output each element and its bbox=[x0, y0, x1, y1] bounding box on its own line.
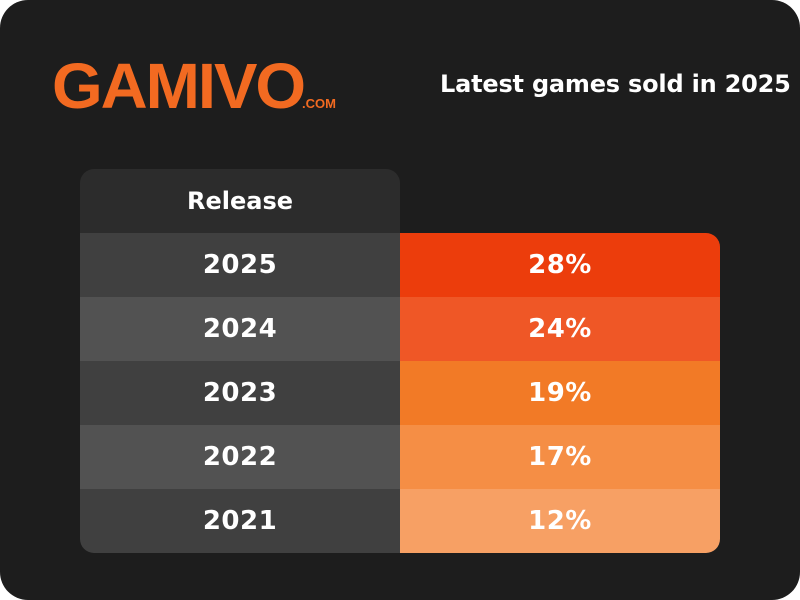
share-cell: 17% bbox=[400, 425, 720, 489]
table-row: 2023 19% bbox=[80, 361, 720, 425]
table-row: 2025 28% bbox=[80, 233, 720, 297]
release-year-cell: 2025 bbox=[80, 233, 400, 297]
page-title: Latest games sold in 2025 bbox=[440, 70, 791, 98]
table-row: 2022 17% bbox=[80, 425, 720, 489]
release-year-cell: 2024 bbox=[80, 297, 400, 361]
table-row: 2024 24% bbox=[80, 297, 720, 361]
release-year-cell: 2021 bbox=[80, 489, 400, 553]
share-cell: 28% bbox=[400, 233, 720, 297]
svg-text:GAMIVO: GAMIVO bbox=[52, 50, 304, 120]
table-row: 2021 12% bbox=[80, 489, 720, 553]
release-share-table: Release 2025 28% 2024 24% 2023 19% 2022 … bbox=[80, 169, 720, 553]
share-cell: 12% bbox=[400, 489, 720, 553]
share-cell: 24% bbox=[400, 297, 720, 361]
column-header-release: Release bbox=[80, 169, 400, 233]
share-cell: 19% bbox=[400, 361, 720, 425]
gamivo-logo: GAMIVO .COM bbox=[52, 50, 342, 120]
svg-text:.COM: .COM bbox=[302, 96, 336, 111]
release-year-cell: 2023 bbox=[80, 361, 400, 425]
table-body: 2025 28% 2024 24% 2023 19% 2022 17% 2021… bbox=[80, 233, 720, 553]
release-year-cell: 2022 bbox=[80, 425, 400, 489]
